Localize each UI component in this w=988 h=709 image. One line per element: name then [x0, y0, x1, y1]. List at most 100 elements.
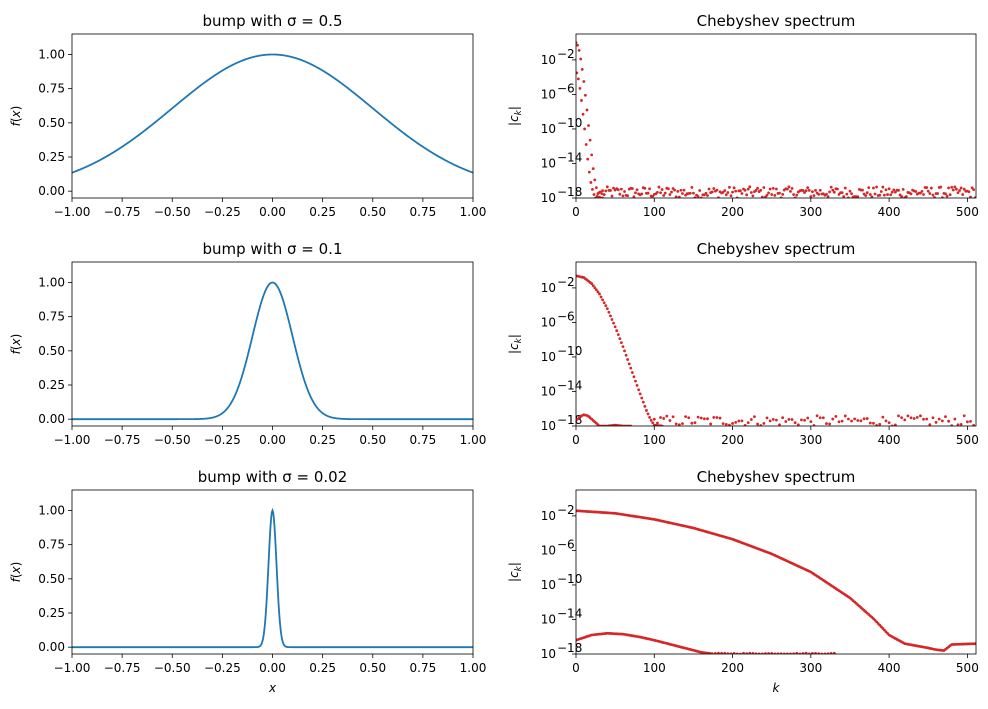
spectrum-point	[659, 191, 662, 195]
spectrum-point	[771, 418, 775, 421]
y-axis-label: |ck|	[507, 562, 524, 582]
bump-curve	[72, 53, 473, 174]
spectrum-point	[668, 419, 672, 422]
chart-title: Chebyshev spectrum	[697, 240, 856, 258]
spectrum-point	[643, 404, 647, 408]
chart-title: Chebyshev spectrum	[697, 468, 856, 486]
spectrum-point	[604, 304, 608, 308]
spectrum-point	[698, 189, 702, 192]
spectrum-point	[582, 80, 586, 83]
spectrum-point	[635, 384, 639, 387]
spectrum-point	[671, 415, 675, 419]
y-axis-label: f(x)	[9, 334, 23, 355]
spectrum-point	[580, 67, 584, 71]
spectrum-point	[581, 112, 585, 116]
spectrum-point	[623, 349, 626, 353]
spectrum-point	[795, 193, 799, 197]
spectrum-point	[726, 652, 730, 654]
spectrum-point	[600, 192, 604, 196]
spectrum-point	[959, 423, 963, 426]
spectrum-point	[956, 191, 960, 195]
spectrum-point	[856, 419, 860, 422]
chart-title: bump with σ = 0.02	[198, 468, 348, 486]
spectrum-point	[806, 186, 810, 190]
spectrum-point	[801, 189, 805, 192]
spectrum-point	[781, 192, 785, 196]
spectrum-point	[598, 292, 601, 296]
y-tick-exponent: −14	[557, 378, 582, 392]
spectrum-point	[914, 190, 918, 193]
spectrum-point	[828, 190, 832, 194]
spectrum-point	[743, 188, 747, 192]
spectrum-point	[640, 192, 644, 196]
spectrum-point	[940, 419, 944, 423]
y-tick-label: 10	[541, 122, 556, 136]
spectrum-point	[922, 193, 925, 196]
spectrum-point	[859, 419, 863, 423]
spectrum-point	[897, 414, 900, 418]
spectrum-point	[620, 187, 623, 191]
spectrum-point	[950, 424, 954, 426]
axes-frame	[71, 33, 474, 199]
x-tick-label: 500	[956, 205, 979, 219]
y-tick-exponent: −6	[557, 81, 575, 95]
spectrum-point	[745, 193, 749, 197]
y-tick-label: 10	[541, 419, 556, 433]
y-axis-label: |ck|	[507, 334, 524, 354]
spectrum-point	[660, 188, 664, 191]
spectrum-point	[720, 651, 723, 654]
spectrum-point	[831, 417, 835, 421]
spectrum-point	[746, 421, 750, 425]
spectrum-point	[587, 170, 591, 174]
spectrum-point	[934, 420, 938, 424]
spectrum-point	[887, 187, 891, 191]
y-tick-label: 0.50	[38, 344, 65, 358]
spectrum-point	[666, 187, 670, 191]
spectrum-point	[832, 651, 836, 654]
y-tick-exponent: −10	[557, 116, 582, 130]
spectrum-point	[674, 195, 678, 198]
spectrum-point	[612, 321, 615, 325]
spectrum-point	[715, 188, 719, 192]
spectrum-point	[718, 416, 722, 420]
x-tick-label: 200	[721, 205, 744, 219]
spectrum-point	[601, 189, 605, 193]
spectrum-point	[673, 188, 677, 192]
spectrum-point	[771, 186, 775, 190]
spectrum-point	[948, 193, 952, 197]
spectrum-point	[740, 192, 744, 195]
spectrum-point	[621, 345, 625, 348]
spectrum-point	[845, 192, 849, 196]
spectrum-point	[969, 195, 972, 198]
spectrum-point	[940, 196, 944, 198]
spectrum-point	[909, 416, 913, 420]
y-tick-label: 10	[541, 315, 556, 329]
x-tick-label: 0.25	[309, 205, 336, 219]
spectrum-point	[815, 414, 819, 418]
spectrum-point	[587, 124, 590, 127]
y-tick-label: 0.25	[38, 606, 65, 620]
spectrum-point	[630, 371, 634, 374]
spectrum-point	[937, 417, 941, 421]
spectrum-point	[601, 298, 605, 302]
y-tick-label: 0.75	[38, 310, 65, 324]
spectrum-point	[861, 188, 864, 192]
spectrum-point	[770, 652, 774, 654]
spectrum-point	[599, 295, 603, 299]
spectrum-point	[803, 418, 806, 422]
y-tick-label: 0.00	[38, 184, 65, 198]
spectrum-point	[959, 186, 963, 190]
spectrum-point	[884, 419, 888, 423]
x-tick-label: 100	[643, 433, 666, 447]
spectrum-point	[662, 194, 666, 197]
spectrum-point	[762, 421, 766, 425]
subplot-5: bump with σ = 0.02 −1.00 −0.75 −0.50 −0.25 0.…	[9, 468, 486, 695]
spectrum-point	[925, 186, 929, 189]
spectrum-point	[638, 392, 642, 396]
spectrum-point	[955, 187, 958, 191]
spectrum-point	[662, 417, 666, 420]
spectrum-point	[826, 195, 830, 198]
y-tick-label: 10	[541, 281, 556, 295]
